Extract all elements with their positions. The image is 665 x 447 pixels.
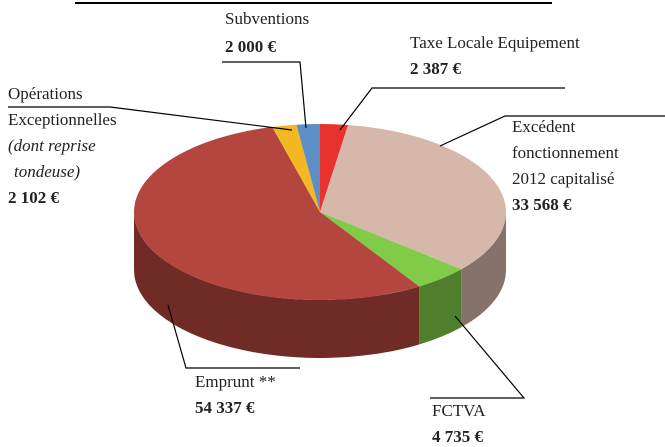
slice bbox=[320, 212, 462, 287]
leader-line bbox=[439, 115, 665, 147]
leader-line bbox=[8, 106, 293, 131]
value-label: 2 387 € bbox=[410, 59, 462, 78]
leader-line bbox=[430, 315, 526, 399]
slice bbox=[272, 124, 320, 212]
slice-label: Taxe Locale Equipement bbox=[410, 33, 580, 52]
value-label: 33 568 € bbox=[512, 195, 572, 214]
leader-line bbox=[222, 61, 307, 129]
slice-label: Exceptionnelles bbox=[8, 110, 117, 129]
slice-label: FCTVA bbox=[432, 401, 486, 420]
value-label: 4 735 € bbox=[432, 427, 484, 446]
slice-label: Subventions bbox=[225, 9, 309, 28]
slice-label: Excédent bbox=[512, 117, 576, 136]
slice bbox=[320, 124, 349, 212]
slice-side bbox=[134, 212, 420, 358]
value-label: 2 000 € bbox=[225, 37, 277, 56]
leader-line bbox=[167, 304, 300, 369]
slice bbox=[134, 126, 420, 300]
slice-side bbox=[419, 269, 462, 345]
slice-label: fonctionnement bbox=[512, 143, 619, 162]
slice-label: Emprunt ** bbox=[195, 372, 276, 391]
slice-note: (dont reprise bbox=[8, 136, 96, 155]
value-label: 54 337 € bbox=[195, 398, 255, 417]
leader-line bbox=[339, 87, 565, 131]
slice-note: tondeuse) bbox=[14, 162, 80, 181]
slice bbox=[296, 124, 320, 212]
slice-label: 2012 capitalisé bbox=[512, 169, 614, 188]
value-label: 2 102 € bbox=[8, 188, 60, 207]
slice-label: Opérations bbox=[8, 84, 83, 103]
slice bbox=[320, 125, 506, 270]
slice-side bbox=[461, 212, 506, 328]
